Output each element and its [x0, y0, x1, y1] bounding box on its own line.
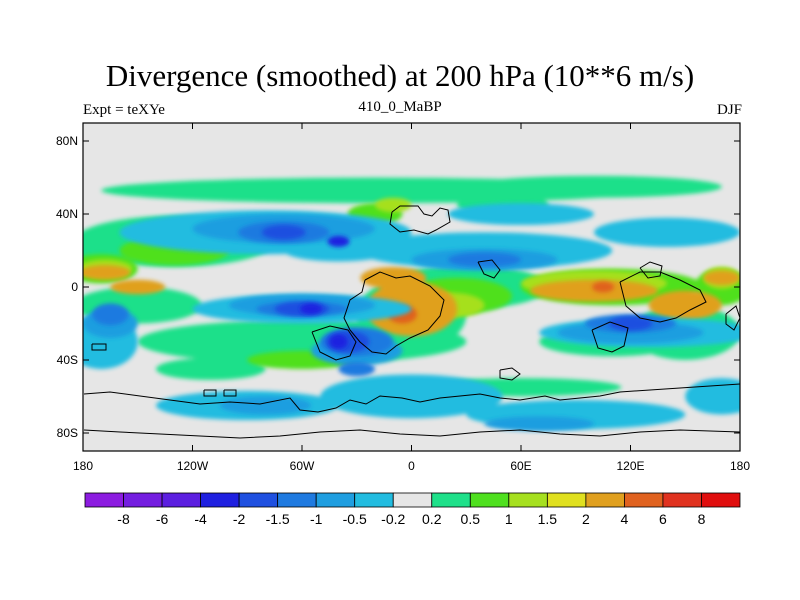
- contour-patch: [685, 378, 740, 415]
- x-tick-label: 0: [408, 459, 415, 473]
- colorbar-swatch: [624, 492, 664, 508]
- season-label: DJF: [716, 102, 742, 118]
- y-tick-label: 40N: [56, 207, 78, 221]
- y-tick-label: 40S: [57, 353, 78, 367]
- colorbar-label: 1: [505, 511, 513, 527]
- colorbar-swatch: [431, 492, 471, 508]
- contour-patch: [283, 239, 394, 262]
- contour-patch: [338, 361, 375, 377]
- contour-patch: [320, 374, 503, 419]
- colorbar-swatch: [315, 492, 356, 508]
- colorbar-label: -2: [233, 511, 246, 527]
- contour-patch: [608, 316, 653, 331]
- colorbar-label: -6: [156, 511, 169, 527]
- coastline: [639, 261, 663, 279]
- colorbar-label: 0.2: [422, 511, 442, 527]
- coastline: [83, 383, 740, 413]
- coastline: [311, 325, 357, 361]
- colorbar-swatch: [469, 492, 510, 508]
- coastline: [203, 389, 217, 397]
- contour-patch: [360, 266, 427, 289]
- colorbar: -8 -6 -4 -2 -1.5 -1 -0.5 -0.2 0.2 0.5 1 1.5 2 4 6 8: [84, 492, 741, 527]
- coastline: [619, 271, 707, 323]
- contour-patch: [648, 290, 722, 320]
- coastline: [477, 259, 501, 279]
- colorbar-swatch: [701, 492, 741, 508]
- contour-level-9: [300, 235, 350, 349]
- colorbar-swatch: [585, 492, 625, 508]
- colorbar-swatch: [123, 492, 163, 508]
- contour-patch: [110, 279, 166, 295]
- colorbar-label: -0.5: [343, 511, 367, 527]
- x-tick-label: 60E: [510, 459, 531, 473]
- coastline: [83, 429, 740, 439]
- contour-patch: [92, 303, 129, 326]
- coastline: [725, 305, 740, 331]
- colorbar-label: 8: [698, 511, 706, 527]
- colorbar-swatch: [546, 492, 587, 508]
- contour-patch: [448, 252, 521, 267]
- colorbar-swatch: [354, 492, 394, 508]
- x-tick-label: 180: [730, 459, 750, 473]
- axes: 180 120W 60W 0 60E 120E 180 80N 40N 0 40S 80S: [56, 123, 750, 473]
- colorbar-swatch: [84, 492, 124, 508]
- x-tick-label: 60W: [290, 459, 315, 473]
- contour-patch: [703, 270, 740, 286]
- contour-patch: [448, 203, 594, 226]
- colorbar-label: -0.2: [381, 511, 405, 527]
- colorbar-label: -1: [310, 511, 323, 527]
- contour-patch: [329, 334, 348, 349]
- x-tick-label: 120E: [616, 459, 644, 473]
- colorbar-swatch: [508, 492, 548, 508]
- contour-patch: [327, 235, 350, 247]
- x-tick-label: 180: [73, 459, 93, 473]
- y-tick-label: 80N: [56, 134, 78, 148]
- contour-patch: [83, 265, 131, 280]
- contour-patch: [261, 225, 306, 240]
- colorbar-label: 0.5: [461, 511, 481, 527]
- colorbar-label: -8: [117, 511, 130, 527]
- colorbar-label: -1.5: [266, 511, 290, 527]
- colorbar-swatch: [392, 492, 433, 508]
- contour-patch: [375, 197, 412, 213]
- contour-patch: [156, 358, 266, 380]
- colorbar-label: 2: [582, 511, 590, 527]
- colorbar-label: 1.5: [538, 511, 558, 527]
- colorbar-label: -4: [194, 511, 207, 527]
- coastline-layer: [83, 205, 740, 439]
- colorbar-swatch: [200, 492, 240, 508]
- colorbar-swatch: [238, 492, 279, 508]
- colorbar-label: 4: [621, 511, 629, 527]
- contour-fill-layer: [83, 123, 740, 451]
- x-tick-label: 120W: [177, 459, 209, 473]
- contour-patch: [484, 416, 594, 431]
- coastline: [343, 271, 445, 355]
- y-tick-label: 80S: [57, 426, 78, 440]
- experiment-label: Expt = teXYe: [83, 102, 165, 118]
- run-label: 410_0_MaBP: [358, 99, 442, 115]
- colorbar-swatch: [161, 492, 201, 508]
- colorbar-label: 6: [659, 511, 667, 527]
- coastline: [591, 321, 629, 353]
- colorbar-swatch: [662, 492, 702, 508]
- colorbar-swatch: [277, 492, 317, 508]
- contour-patch: [466, 175, 722, 198]
- contour-patch: [300, 303, 323, 315]
- chart-title: Divergence (smoothed) at 200 hPa (10**6 …: [105, 58, 695, 93]
- coastline: [91, 343, 107, 351]
- coastline: [389, 205, 451, 235]
- contour-patch: [530, 279, 658, 302]
- contour-patch: [594, 217, 740, 247]
- coastline: [223, 389, 237, 397]
- contour-patch: [219, 396, 312, 415]
- contour-patch: [592, 281, 615, 293]
- coastline: [499, 367, 521, 381]
- y-tick-label: 0: [71, 280, 78, 294]
